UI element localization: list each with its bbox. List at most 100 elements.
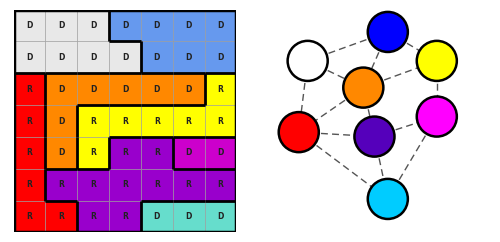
Text: D: D — [122, 53, 128, 62]
Circle shape — [288, 41, 328, 81]
Bar — [141, 201, 172, 232]
Text: D: D — [90, 85, 96, 94]
Text: R: R — [218, 85, 224, 94]
Bar — [141, 137, 172, 169]
Text: R: R — [90, 116, 96, 126]
Text: D: D — [186, 85, 192, 94]
Circle shape — [368, 179, 408, 219]
Text: R: R — [90, 212, 96, 221]
Text: D: D — [186, 212, 192, 221]
Bar — [78, 137, 109, 169]
Bar — [172, 105, 204, 137]
Bar — [46, 137, 78, 169]
Bar — [14, 73, 46, 105]
Circle shape — [417, 41, 457, 81]
Text: D: D — [58, 116, 64, 126]
Bar — [172, 201, 204, 232]
Text: R: R — [26, 116, 32, 126]
Bar — [204, 137, 236, 169]
Text: R: R — [186, 116, 192, 126]
Text: R: R — [122, 212, 128, 221]
Text: R: R — [122, 180, 128, 189]
Bar — [109, 41, 141, 73]
Text: D: D — [58, 21, 64, 30]
Bar — [172, 73, 204, 105]
Text: D: D — [154, 21, 160, 30]
Bar — [141, 105, 172, 137]
Circle shape — [368, 12, 408, 52]
Circle shape — [354, 117, 395, 157]
Bar — [46, 201, 78, 232]
Circle shape — [417, 97, 457, 136]
Bar — [204, 41, 236, 73]
Bar — [78, 73, 109, 105]
Text: D: D — [154, 85, 160, 94]
Bar — [78, 41, 109, 73]
Text: R: R — [218, 180, 224, 189]
Text: D: D — [58, 85, 64, 94]
Text: R: R — [26, 180, 32, 189]
Bar — [78, 105, 109, 137]
Bar — [46, 169, 78, 201]
Text: D: D — [90, 53, 96, 62]
Bar — [204, 169, 236, 201]
Bar — [78, 201, 109, 232]
Bar — [46, 73, 78, 105]
Text: R: R — [218, 116, 224, 126]
Bar — [14, 169, 46, 201]
Text: D: D — [186, 21, 192, 30]
Bar — [14, 10, 46, 41]
Text: D: D — [186, 53, 192, 62]
Bar — [141, 73, 172, 105]
Text: D: D — [217, 21, 224, 30]
Text: R: R — [154, 116, 160, 126]
Bar — [78, 10, 109, 41]
Text: D: D — [217, 53, 224, 62]
Bar — [109, 73, 141, 105]
Text: D: D — [217, 212, 224, 221]
Bar — [14, 41, 46, 73]
Bar — [141, 10, 172, 41]
Circle shape — [344, 68, 384, 108]
Bar — [172, 41, 204, 73]
Text: D: D — [122, 21, 128, 30]
Bar — [14, 137, 46, 169]
Text: D: D — [26, 21, 33, 30]
Bar — [172, 169, 204, 201]
Text: D: D — [122, 85, 128, 94]
Bar — [14, 201, 46, 232]
Bar — [204, 73, 236, 105]
Text: D: D — [217, 148, 224, 157]
Text: R: R — [122, 148, 128, 157]
Text: R: R — [90, 180, 96, 189]
Bar — [141, 41, 172, 73]
Bar — [109, 137, 141, 169]
Bar — [109, 169, 141, 201]
Text: D: D — [58, 53, 64, 62]
Bar — [109, 10, 141, 41]
Text: R: R — [26, 148, 32, 157]
Text: R: R — [26, 212, 32, 221]
Bar — [46, 105, 78, 137]
Text: D: D — [186, 148, 192, 157]
Bar — [109, 105, 141, 137]
Text: D: D — [154, 53, 160, 62]
Text: R: R — [58, 180, 64, 189]
Text: R: R — [186, 180, 192, 189]
Bar — [172, 137, 204, 169]
Text: R: R — [58, 212, 64, 221]
Circle shape — [278, 112, 319, 152]
Bar — [109, 201, 141, 232]
Bar — [204, 105, 236, 137]
Text: D: D — [90, 21, 96, 30]
Text: R: R — [154, 180, 160, 189]
Bar — [46, 10, 78, 41]
Bar — [204, 10, 236, 41]
Bar — [204, 201, 236, 232]
Text: R: R — [154, 148, 160, 157]
Bar — [172, 10, 204, 41]
Bar — [14, 105, 46, 137]
Text: R: R — [122, 116, 128, 126]
Bar — [141, 169, 172, 201]
Text: D: D — [26, 53, 33, 62]
